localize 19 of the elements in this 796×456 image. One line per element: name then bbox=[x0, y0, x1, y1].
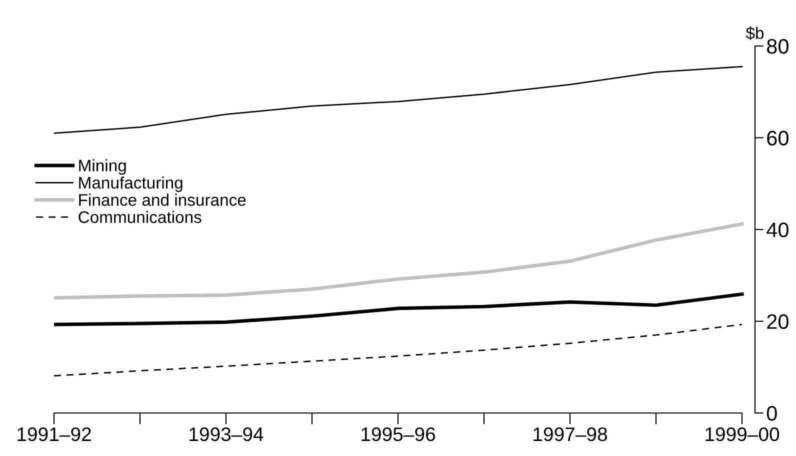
line-series bbox=[54, 222, 744, 300]
y-tick-label: 80 bbox=[767, 39, 788, 54]
y-tick-label: 0 bbox=[766, 406, 777, 421]
y-tick-label: 20 bbox=[767, 314, 788, 330]
line-series bbox=[54, 324, 743, 377]
x-tick-label: 1999–00 bbox=[706, 427, 780, 442]
line-series bbox=[54, 66, 743, 134]
legend-label: Manufacturing bbox=[79, 176, 182, 192]
line-series bbox=[54, 292, 744, 326]
x-tick-label: 1991–92 bbox=[18, 427, 91, 442]
y-tick-label: 60 bbox=[767, 130, 788, 146]
legend-label: Mining bbox=[79, 159, 126, 175]
x-tick-label: 1997–98 bbox=[534, 427, 608, 442]
legend-label: Finance and insurance bbox=[79, 194, 246, 206]
x-tick-label: 1993–94 bbox=[190, 427, 264, 442]
y-tick-label: 40 bbox=[766, 222, 788, 238]
x-tick-label: 1995–96 bbox=[362, 427, 435, 442]
legend-label: Communications bbox=[78, 210, 202, 224]
y-axis-title: $b bbox=[746, 26, 764, 40]
